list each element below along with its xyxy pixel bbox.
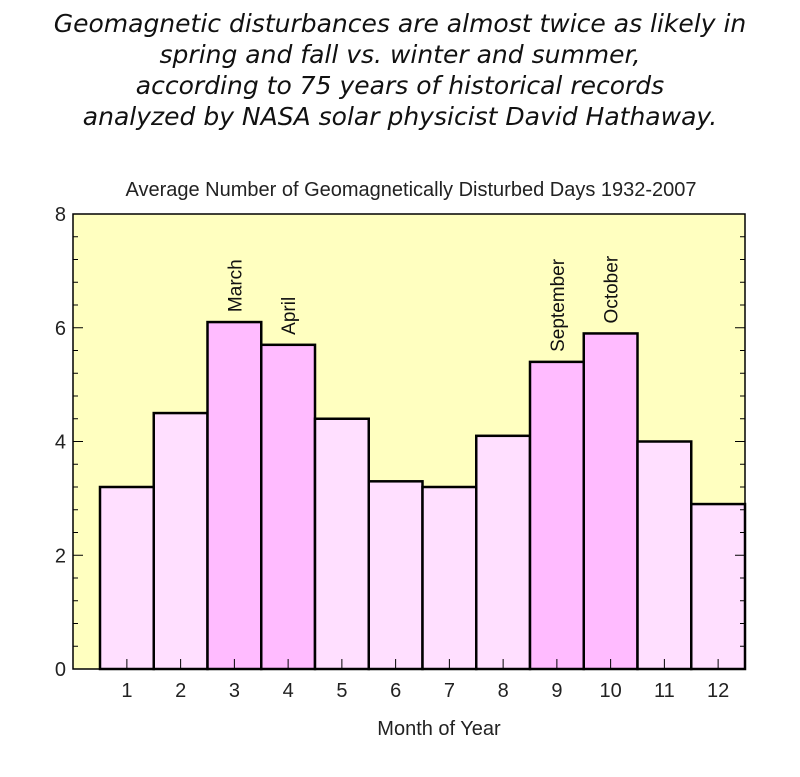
x-tick-label-1: 1: [121, 680, 132, 702]
bar-label-9: September: [548, 258, 569, 352]
y-tick-label-4: 4: [55, 432, 66, 454]
y-tick-label-6: 6: [55, 318, 66, 340]
headline-line-1: Geomagnetic disturbances are almost twic…: [53, 9, 747, 38]
axis-ticks: [73, 213, 746, 670]
bar-month-8: [475, 434, 532, 671]
headline: Geomagnetic disturbances are almost twic…: [0, 8, 800, 132]
bar-label-3: March: [225, 259, 246, 312]
bar-label-4: April: [279, 297, 300, 335]
bar-month-6: [367, 480, 424, 671]
y-tick-label-2: 2: [55, 545, 66, 567]
x-tick-label-8: 8: [498, 680, 509, 702]
bar-month-11: [636, 440, 693, 671]
bar-month-3: [206, 320, 263, 671]
bar-month-12: [690, 502, 747, 671]
bar-month-7: [421, 485, 478, 671]
bar-month-10: [582, 332, 639, 671]
x-tick-label-5: 5: [336, 680, 347, 702]
headline-line-3: according to 75 years of historical reco…: [135, 71, 665, 100]
chart-title: Average Number of Geomagnetically Distur…: [125, 179, 696, 201]
bar-month-9: [528, 360, 585, 671]
x-tick-label-3: 3: [229, 680, 240, 702]
x-tick-label-11: 11: [654, 680, 675, 702]
y-tick-labels: 0 2 4 6 8: [55, 204, 66, 681]
x-tick-label-2: 2: [175, 680, 186, 702]
headline-line-2: spring and fall vs. winter and summer,: [159, 40, 641, 69]
x-tick-label-9: 9: [551, 680, 562, 702]
bar-month-5: [313, 417, 370, 671]
bar-month-2: [152, 411, 209, 671]
bar-month-1: [98, 485, 155, 671]
x-tick-label-4: 4: [283, 680, 294, 702]
y-tick-label-0: 0: [55, 659, 66, 681]
bars: [98, 320, 747, 671]
y-tick-label-8: 8: [55, 204, 66, 226]
x-tick-label-12: 12: [707, 680, 729, 702]
bar-month-4: [260, 343, 317, 671]
bar-labels: March April September October: [225, 255, 622, 352]
x-tick-labels: 1 2 3 4 5 6 7 8 9 10 11 12: [121, 680, 729, 702]
bar-label-10: October: [602, 255, 623, 323]
x-tick-label-6: 6: [390, 680, 401, 702]
headline-line-4: analyzed by NASA solar physicist David H…: [82, 102, 718, 131]
x-axis-label: Month of Year: [377, 718, 501, 740]
x-tick-label-7: 7: [444, 680, 455, 702]
x-tick-label-10: 10: [600, 680, 622, 702]
